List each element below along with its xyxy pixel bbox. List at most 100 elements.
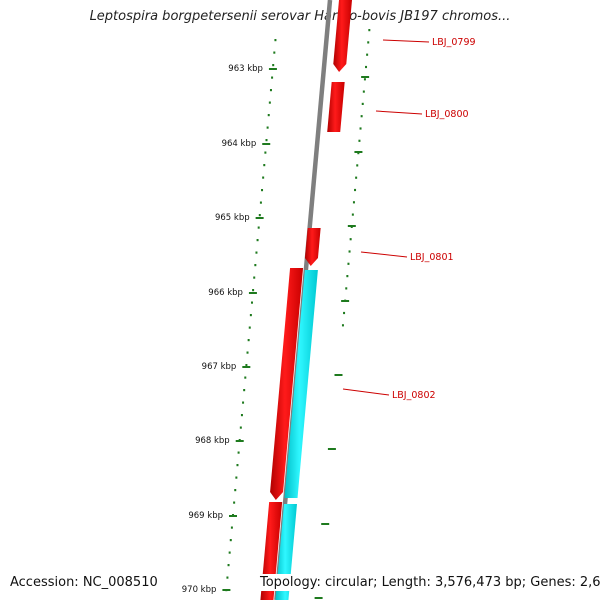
- gene-lbj0802-block[interactable]: [270, 268, 304, 500]
- gene-lbj0801-shape[interactable]: [304, 228, 321, 266]
- tick-label: 969 kbp: [188, 511, 223, 521]
- minor-tick: [239, 426, 242, 429]
- gene-lbj0801[interactable]: [304, 228, 321, 266]
- minor-tick: [365, 65, 368, 69]
- minor-tick: [366, 53, 369, 56]
- gene-lbj0802[interactable]: [284, 270, 318, 498]
- minor-tick: [347, 262, 350, 265]
- minor-tick: [228, 551, 231, 554]
- gene-lbj0799[interactable]: [333, 0, 352, 72]
- minor-tick: [359, 127, 362, 130]
- minor-tick: [363, 78, 366, 81]
- gene-label[interactable]: LBJ_0800: [425, 109, 469, 120]
- minor-tick: [255, 251, 258, 254]
- minor-tick: [352, 201, 355, 204]
- leader-line: [360, 251, 408, 258]
- leader-line: [375, 110, 423, 115]
- leader-line: [342, 388, 390, 396]
- minor-tick: [256, 239, 259, 242]
- minor-tick: [229, 539, 232, 542]
- minor-tick: [358, 139, 361, 142]
- minor-tick: [243, 389, 246, 392]
- outer-tick-ring: [314, 29, 371, 599]
- minor-tick: [234, 489, 237, 492]
- minor-tick: [360, 115, 363, 118]
- minor-tick: [253, 276, 256, 279]
- minor-tick: [264, 151, 267, 154]
- gene-label[interactable]: LBJ_0802: [392, 390, 436, 401]
- inner-tick-ring: [222, 39, 277, 592]
- minor-tick: [266, 126, 269, 129]
- minor-tick: [247, 339, 250, 342]
- minor-tick: [236, 464, 239, 467]
- minor-tick: [263, 164, 266, 167]
- tick-label: 968 kbp: [195, 436, 230, 446]
- minor-tick: [245, 364, 248, 367]
- minor-tick: [261, 189, 264, 192]
- minor-tick: [250, 301, 253, 304]
- minor-tick: [235, 476, 238, 479]
- feature-track: [260, 0, 352, 600]
- tick-label: 966 kbp: [208, 288, 243, 298]
- tick-label: 967 kbp: [202, 362, 237, 372]
- leader-line: [382, 39, 430, 43]
- minor-tick: [272, 64, 275, 67]
- minor-tick: [362, 90, 365, 93]
- minor-tick: [240, 414, 243, 417]
- minor-tick: [274, 39, 277, 42]
- minor-tick: [257, 226, 260, 229]
- minor-tick: [230, 526, 233, 529]
- minor-tick: [244, 376, 247, 379]
- minor-tick: [345, 287, 348, 290]
- minor-tick: [356, 164, 359, 167]
- minor-tick: [367, 41, 370, 44]
- minor-tick: [351, 213, 354, 216]
- minor-tick: [246, 351, 249, 354]
- minor-tick: [254, 264, 257, 267]
- gene-label[interactable]: LBJ_0799: [432, 37, 476, 48]
- minor-tick: [268, 101, 271, 104]
- tick-label-group: 963 kbp 964 kbp 965 kbp 966 kbp 967 kbp 968 k…: [182, 64, 263, 595]
- gene-lbj0802-block-shape[interactable]: [270, 268, 304, 500]
- minor-tick: [259, 201, 262, 204]
- tick-label: 970 kbp: [182, 585, 217, 595]
- tick-label: 963 kbp: [228, 64, 263, 74]
- accession-text: Accession: NC_008510: [8, 574, 160, 591]
- minor-tick: [237, 451, 240, 454]
- minor-tick: [262, 176, 265, 179]
- minor-tick: [343, 311, 346, 315]
- minor-tick: [267, 114, 270, 117]
- minor-tick: [265, 139, 268, 142]
- minor-tick: [273, 51, 276, 54]
- gene-lbj0800-shape[interactable]: [327, 82, 345, 132]
- minor-tick: [227, 564, 230, 567]
- gene-lbj0799-shape[interactable]: [333, 0, 352, 72]
- minor-tick: [248, 326, 251, 329]
- tick-label: 965 kbp: [215, 213, 250, 223]
- minor-tick: [368, 29, 371, 32]
- minor-tick: [341, 324, 344, 327]
- map-title: Leptospira borgpetersenii serovar Hardjo…: [89, 9, 511, 24]
- gene-label-group: LBJ_0799 LBJ_0800 LBJ_0801 LBJ_0802: [342, 37, 476, 401]
- gene-lbj0802-shape[interactable]: [284, 270, 318, 498]
- minor-tick: [271, 76, 274, 79]
- topology-summary: Topology: circular; Length: 3,576,473 bp…: [258, 574, 600, 591]
- minor-tick: [233, 501, 236, 504]
- minor-tick: [348, 250, 351, 253]
- minor-tick: [242, 401, 245, 404]
- minor-tick: [249, 314, 252, 317]
- minor-tick: [252, 289, 255, 292]
- gene-label[interactable]: LBJ_0801: [410, 252, 454, 263]
- minor-tick: [355, 176, 358, 179]
- minor-tick: [346, 275, 349, 278]
- minor-tick: [357, 152, 360, 155]
- gene-lbj0800[interactable]: [327, 82, 345, 132]
- minor-tick: [349, 238, 352, 241]
- minor-tick: [258, 214, 261, 217]
- minor-tick: [354, 188, 357, 192]
- tick-label: 964 kbp: [222, 139, 257, 149]
- minor-tick: [361, 102, 364, 105]
- minor-tick: [226, 576, 229, 579]
- minor-tick: [269, 89, 272, 92]
